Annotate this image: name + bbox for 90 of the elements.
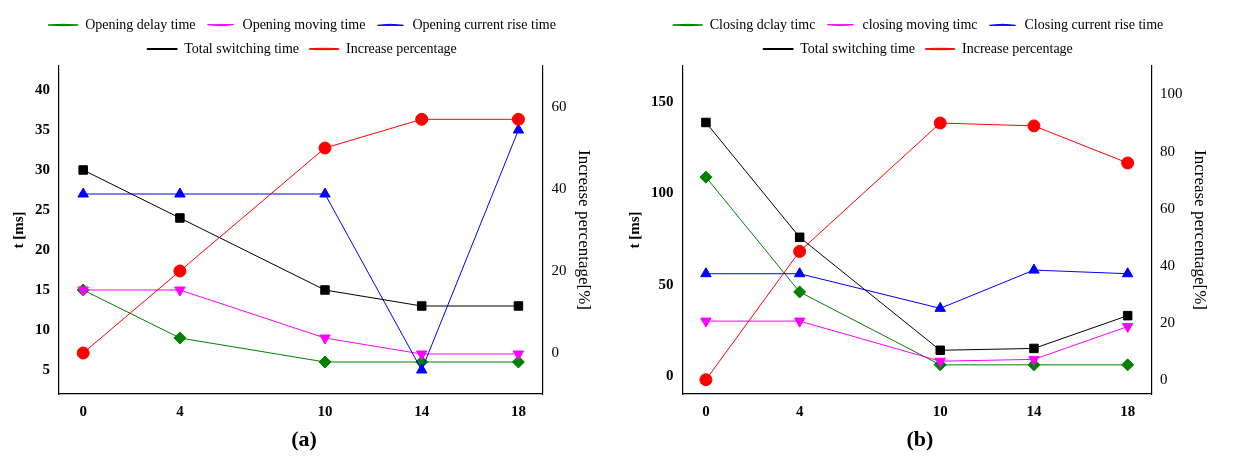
point	[699, 170, 713, 184]
y2-tick-label: 0	[551, 343, 560, 360]
y-tick-label: 0	[666, 366, 674, 383]
x-tick-label: 14	[414, 402, 430, 419]
y-tick-label: 25	[35, 200, 50, 217]
point	[173, 264, 187, 278]
x-tick-label: 0	[702, 402, 710, 419]
y2-tick-label: 100	[1160, 85, 1183, 102]
legend-label: Opening delay time	[85, 16, 196, 32]
y-tick-label: 10	[35, 320, 50, 337]
point	[512, 350, 525, 361]
point	[78, 165, 88, 175]
legend-label: closing moving timc	[862, 16, 978, 32]
legend-label: Total switching time	[184, 40, 300, 56]
point	[511, 112, 525, 126]
x-tick-label: 18	[1120, 402, 1136, 419]
point	[513, 301, 524, 311]
y-tick-label: 5	[42, 360, 50, 377]
point	[1121, 156, 1135, 170]
text: (b)	[905, 426, 935, 452]
y2-tick-label: 80	[1160, 142, 1176, 159]
point	[935, 345, 945, 356]
point	[416, 350, 428, 361]
y-axis-title: t [ms]	[9, 211, 26, 249]
point	[933, 116, 947, 130]
point	[318, 355, 332, 369]
point	[793, 267, 806, 278]
y2-tick-label: 20	[1160, 313, 1176, 330]
point	[77, 187, 89, 198]
y2-axis-title: Increase percentage[%]	[575, 150, 595, 310]
y-axis-title: t [ms]	[625, 211, 642, 249]
y2-tick-label: 0	[1160, 370, 1168, 387]
y-tick-label: 35	[35, 120, 50, 137]
point	[1028, 355, 1040, 366]
point	[1029, 343, 1039, 354]
point	[701, 117, 711, 128]
point	[934, 357, 946, 368]
point	[174, 187, 186, 198]
point	[700, 317, 712, 328]
point	[793, 285, 807, 299]
point	[319, 187, 331, 198]
point	[794, 232, 805, 243]
point	[699, 373, 713, 387]
x-tick-label: 4	[176, 402, 185, 419]
legend-label: Increase percentage	[346, 40, 457, 56]
y2-tick-label: 60	[551, 97, 567, 114]
legend-label: Closing dclay timc	[709, 16, 816, 32]
point	[1121, 358, 1135, 372]
point	[1027, 119, 1041, 133]
legend-label: Increase percentage	[962, 40, 1073, 56]
y-tick-label: 50	[658, 275, 674, 292]
x-tick-label: 14	[1026, 402, 1042, 419]
point	[934, 301, 946, 312]
point	[173, 331, 187, 345]
point	[175, 213, 185, 223]
text: (a)	[290, 426, 318, 452]
y-tick-label: 15	[35, 280, 50, 297]
point	[319, 334, 331, 345]
point	[700, 267, 712, 278]
x-tick-label: 0	[79, 402, 87, 419]
y2-tick-label: 40	[551, 179, 567, 196]
y-tick-label: 40	[35, 80, 50, 97]
legend-label: Closing current rise time	[1024, 16, 1164, 32]
legend-label: Opening current rise time	[412, 16, 556, 32]
y2-axis-title: Increase percentage[%]	[1191, 150, 1211, 310]
y2-tick-label: 20	[551, 261, 567, 278]
point	[793, 244, 807, 258]
point	[1122, 310, 1133, 321]
y-tick-label: 100	[651, 184, 674, 201]
point	[76, 346, 90, 360]
x-tick-label: 10	[317, 402, 333, 419]
point	[1121, 323, 1134, 334]
x-tick-label: 10	[932, 402, 948, 419]
y2-tick-label: 40	[1160, 256, 1176, 273]
y-tick-label: 30	[35, 160, 50, 177]
x-tick-label: 4	[795, 402, 804, 419]
point	[174, 286, 186, 297]
y-tick-label: 20	[35, 240, 50, 257]
y-tick-label: 150	[651, 93, 674, 110]
point	[416, 301, 427, 311]
point	[318, 141, 332, 155]
point	[793, 317, 806, 328]
legend-label: Opening moving time	[242, 16, 366, 32]
point	[415, 112, 429, 126]
point	[1121, 267, 1134, 278]
legend-label: Total switching time	[800, 40, 916, 56]
point	[1028, 263, 1040, 274]
y2-tick-label: 60	[1160, 199, 1176, 216]
x-tick-label: 18	[510, 402, 526, 419]
point	[320, 285, 330, 295]
